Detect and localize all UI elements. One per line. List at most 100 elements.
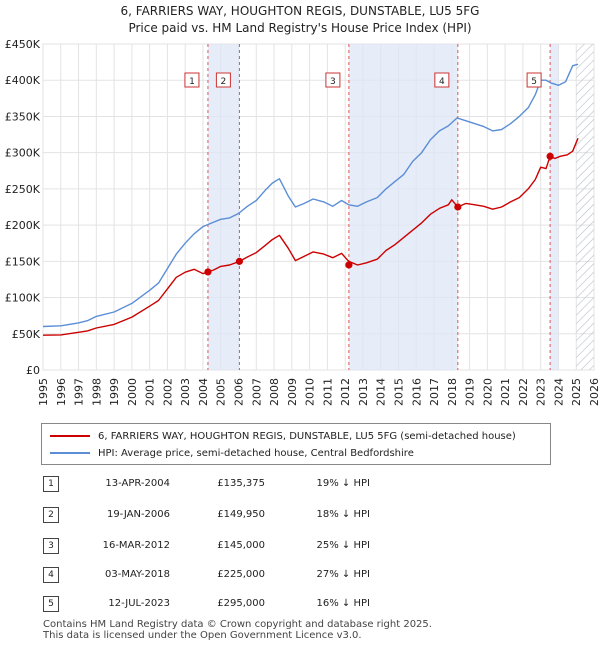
x-tick-label: 1999 [108,378,121,406]
sale-point [546,152,554,160]
y-tick-label: £300K [5,147,41,160]
y-tick-label: £200K [5,219,41,232]
sale-label-box [325,72,341,88]
sale-date: 12-JUL-2023 [108,598,170,609]
legend-item-hpi: HPI: Average price, semi-detached house,… [50,446,414,460]
sale-label: 5 [531,77,537,87]
sale-label-box [184,72,200,88]
sale-label: 4 [439,77,445,87]
plot-area [42,43,595,371]
x-tick-label: 2014 [375,378,388,406]
x-tick-label: 1996 [55,378,68,406]
x-tick-label: 2002 [161,378,174,406]
sale-number: 4 [43,567,59,583]
sale-label-box [434,72,450,88]
legend: 6, FARRIERS WAY, HOUGHTON REGIS, DUNSTAB… [41,423,551,465]
x-tick-label: 2000 [126,378,139,406]
x-tick-label: 2018 [446,378,459,406]
x-tick-label: 2024 [552,378,565,406]
sale-number: 3 [43,538,59,554]
table-row: 2 19-JAN-2006 £149,950 18% ↓ HPI [0,507,600,527]
footer: Contains HM Land Registry data © Crown c… [43,619,432,641]
x-tick-label: 2005 [215,378,228,406]
y-tick-label: £50K [12,328,41,341]
x-tick-label: 2023 [535,378,548,406]
x-tick-label: 2006 [233,378,246,406]
y-tick-label: £250K [5,183,41,196]
x-tick-label: 1997 [73,378,86,406]
price-chart: 1 2 3 4 5 £0 £50K £100K £150K £200K £250K £300K £35… [5,38,600,406]
sale-hpi-diff: 19% ↓ HPI [316,478,370,489]
legend-label-hpi: HPI: Average price, semi-detached house,… [98,447,414,459]
sale-point [204,268,212,276]
sale-point [345,261,353,269]
sale-label: 2 [221,77,227,87]
x-tick-label: 2017 [428,378,441,406]
sale-price: £145,000 [217,540,265,551]
sale-label-box [526,72,542,88]
chart-title-line2: Price paid vs. HM Land Registry's House … [128,21,472,35]
x-tick-label: 2012 [339,378,352,406]
x-tick-label: 2019 [464,378,477,406]
sale-label: 3 [330,77,336,87]
sale-number: 1 [43,476,59,492]
future-hatch [576,44,594,370]
shaded-period [550,44,559,370]
shaded-period [348,44,458,370]
y-tick-label: £100K [5,292,41,305]
sale-number: 2 [43,507,59,523]
x-tick-label: 2021 [499,378,512,406]
sale-date: 13-APR-2004 [105,478,170,489]
y-tick-label: £350K [5,110,41,123]
table-row: 1 13-APR-2004 £135,375 19% ↓ HPI [0,476,600,496]
sale-point [235,257,244,265]
sale-point [454,203,462,211]
y-tick-label: £450K [5,38,41,51]
sale-price: £295,000 [217,598,265,609]
shaded-period [207,44,240,370]
x-tick-label: 2016 [410,378,423,406]
footer-copyright: Contains HM Land Registry data © Crown c… [43,619,432,630]
x-tick-label: 2015 [392,378,405,406]
legend-swatch-property [50,435,90,437]
property-price-line [42,137,579,336]
sale-hpi-diff: 25% ↓ HPI [316,540,370,551]
sale-date: 16-MAR-2012 [102,540,170,551]
table-row: 4 03-MAY-2018 £225,000 27% ↓ HPI [0,567,600,587]
sale-price: £135,375 [217,478,265,489]
y-tick-label: £400K [5,74,41,87]
sale-price: £149,950 [217,509,265,520]
chart-title-line1: 6, FARRIERS WAY, HOUGHTON REGIS, DUNSTAB… [120,4,480,18]
x-tick-label: 2010 [304,378,317,406]
legend-swatch-hpi [50,452,90,454]
y-tick-label: £0 [26,364,40,377]
sale-date: 03-MAY-2018 [104,569,170,580]
sale-price: £225,000 [217,569,265,580]
sale-hpi-diff: 18% ↓ HPI [316,509,370,520]
x-tick-label: 2003 [179,378,192,406]
x-tick-label: 2026 [588,378,600,406]
sale-date: 19-JAN-2006 [106,509,170,520]
sale-label-box [215,72,231,88]
footer-licence: This data is licensed under the Open Gov… [43,630,362,641]
legend-label-property: 6, FARRIERS WAY, HOUGHTON REGIS, DUNSTAB… [98,430,516,442]
sale-hpi-diff: 27% ↓ HPI [316,569,370,580]
y-tick-label: £150K [5,255,41,268]
x-tick-label: 2009 [286,378,299,406]
x-tick-label: 2013 [357,378,370,406]
x-tick-label: 1998 [90,378,103,406]
hpi-line [42,63,579,328]
table-row: 3 16-MAR-2012 £145,000 25% ↓ HPI [0,538,600,558]
x-tick-label: 2011 [321,378,334,406]
x-tick-label: 2022 [517,378,530,406]
x-tick-label: 2020 [481,378,494,406]
x-tick-label: 2025 [570,378,583,406]
sale-number: 5 [43,596,59,612]
sale-hpi-diff: 16% ↓ HPI [316,598,370,609]
sale-label: 1 [189,77,195,87]
x-tick-label: 2001 [144,378,157,406]
x-tick-label: 2008 [268,378,281,406]
x-tick-label: 2004 [197,378,210,406]
legend-item-property: 6, FARRIERS WAY, HOUGHTON REGIS, DUNSTAB… [50,429,516,443]
table-row: 5 12-JUL-2023 £295,000 16% ↓ HPI [0,596,600,616]
